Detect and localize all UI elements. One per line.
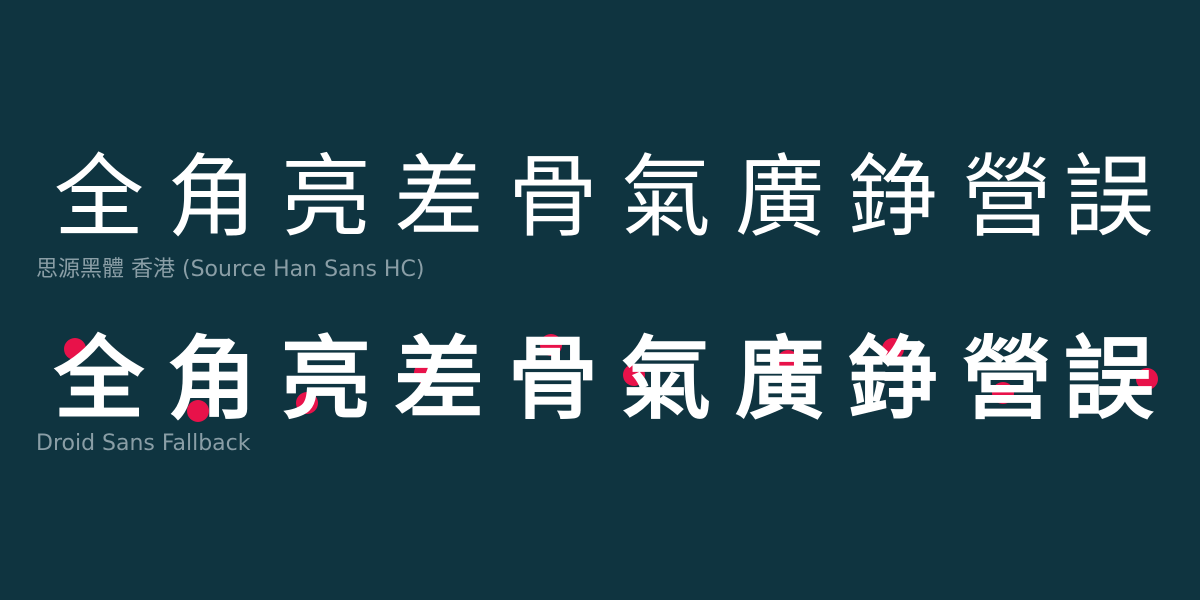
glyph: 全 <box>54 145 144 250</box>
glyph: 骨 <box>508 145 598 250</box>
glyph: 營 <box>962 145 1052 250</box>
glyph: 錚 <box>848 145 938 250</box>
glyph-cell: 營 <box>942 148 1072 248</box>
glyph-cell: 誤 <box>1044 330 1174 430</box>
glyph: 誤 <box>1064 327 1154 432</box>
glyph: 錚 <box>848 327 938 432</box>
glyph: 亮 <box>281 327 371 432</box>
glyph-cell: 氣 <box>601 148 731 248</box>
glyph-cell: 錚 <box>828 330 958 430</box>
glyph: 氣 <box>621 327 711 432</box>
glyph-cell: 角 <box>147 330 277 430</box>
difference-marker <box>187 400 209 422</box>
glyph-cell: 差 <box>374 148 504 248</box>
glyph-cell: 骨 <box>488 330 618 430</box>
glyph: 差 <box>394 327 484 432</box>
difference-marker <box>992 382 1014 404</box>
glyph: 骨 <box>508 327 598 432</box>
glyph-cell: 氣 <box>601 330 731 430</box>
glyph-cell: 差 <box>374 330 504 430</box>
glyph: 角 <box>167 327 257 432</box>
glyph: 氣 <box>621 145 711 250</box>
difference-marker <box>1136 368 1158 390</box>
glyph: 廣 <box>735 145 825 250</box>
font-caption-source-han: 思源黑體 香港 (Source Han Sans HC) <box>36 257 425 282</box>
glyph: 角 <box>167 145 257 250</box>
font-caption-droid: Droid Sans Fallback <box>36 431 251 456</box>
glyph-cell: 亮 <box>261 148 391 248</box>
glyph-cell: 全 <box>34 148 164 248</box>
difference-marker <box>414 362 436 384</box>
glyph: 差 <box>394 145 484 250</box>
glyph: 廣 <box>735 327 825 432</box>
glyph: 營 <box>962 327 1052 432</box>
difference-marker <box>777 350 799 372</box>
glyph-cell: 角 <box>147 148 277 248</box>
glyph-cell: 錚 <box>828 148 958 248</box>
glyph-cell: 骨 <box>488 148 618 248</box>
glyph-cell: 亮 <box>261 330 391 430</box>
glyph-cell: 營 <box>942 330 1072 430</box>
difference-marker <box>64 338 86 360</box>
glyph-cell: 誤 <box>1044 148 1174 248</box>
difference-marker <box>296 392 318 414</box>
font-sample-row-droid: 全 角 亮 差 骨 氣 廣 錚 <box>34 330 1174 430</box>
glyph: 全 <box>54 327 144 432</box>
glyph-cell: 廣 <box>715 148 845 248</box>
difference-marker <box>623 364 645 386</box>
difference-marker <box>540 334 562 356</box>
difference-marker <box>882 338 904 360</box>
glyph: 誤 <box>1064 145 1154 250</box>
glyph-cell: 廣 <box>715 330 845 430</box>
glyph: 亮 <box>281 145 371 250</box>
font-sample-row-source-han: 全 角 亮 差 骨 氣 廣 錚 營 誤 <box>34 148 1174 248</box>
glyph-cell: 全 <box>34 330 164 430</box>
